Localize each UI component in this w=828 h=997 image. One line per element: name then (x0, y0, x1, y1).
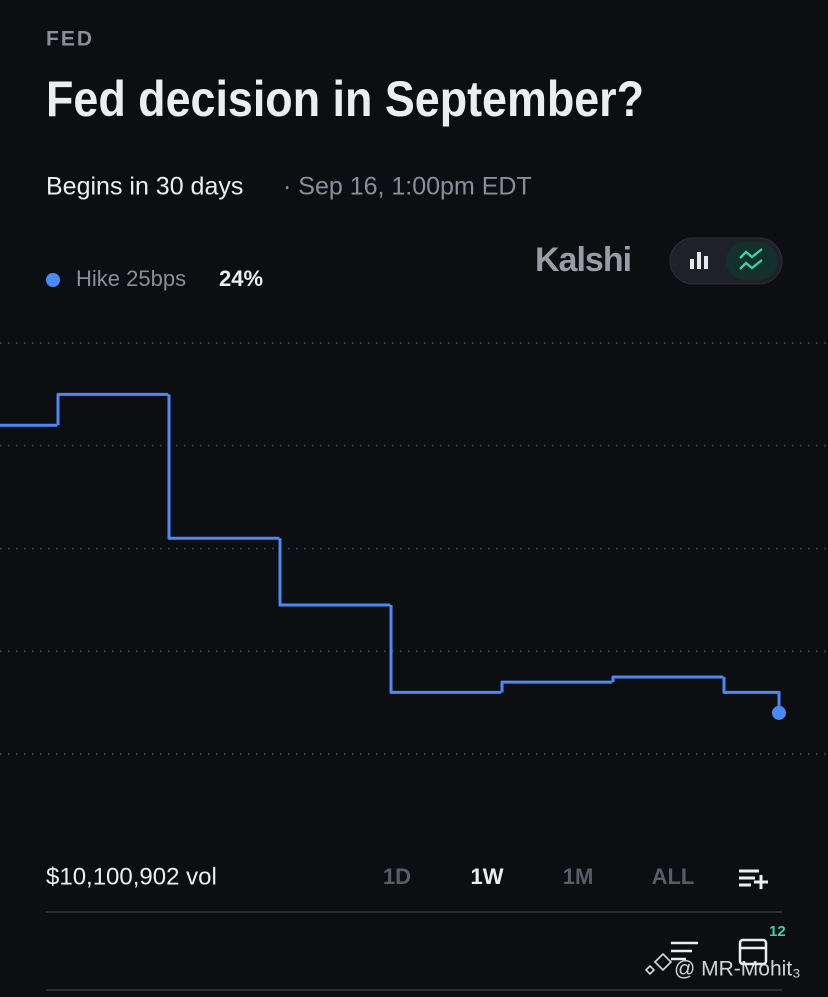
begins: Begins in 30 days (46, 173, 243, 201)
range-button[interactable]: 1W (471, 864, 504, 889)
badge: 12 (769, 923, 786, 940)
chart-toggle[interactable] (669, 237, 783, 285)
brand: Kalshi (535, 241, 631, 279)
current-point (772, 705, 786, 720)
line-toggle[interactable] (726, 242, 778, 280)
volume: $10,100,902 vol (46, 863, 217, 890)
add-icon[interactable] (739, 869, 768, 889)
calendar-icon[interactable] (738, 938, 768, 966)
legend-label: Hike 25bps (76, 266, 186, 291)
legend-dot (46, 273, 60, 287)
watermark: @ MR-Mohit₃ (674, 958, 801, 981)
sort-icon[interactable] (671, 941, 698, 961)
line-icon (739, 248, 763, 270)
range-button[interactable]: 1D (383, 864, 411, 889)
current-value: 24% (219, 266, 263, 291)
watermark-icon (644, 952, 673, 976)
date: · Sep 16, 1:00pm EDT (283, 173, 532, 201)
bar-icon[interactable] (690, 252, 708, 269)
title: Fed decision in September? (46, 71, 644, 127)
category: FED (46, 28, 94, 51)
range-button[interactable]: 1M (563, 864, 594, 889)
range-button[interactable]: ALL (652, 864, 695, 889)
